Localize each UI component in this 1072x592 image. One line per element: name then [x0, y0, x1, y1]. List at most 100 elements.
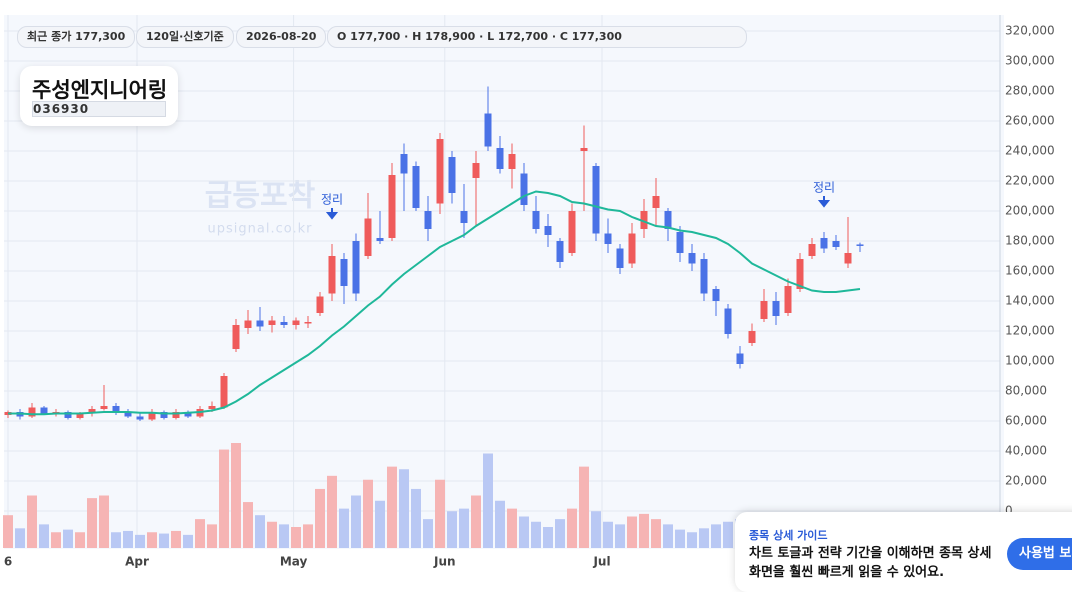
volume-bar	[327, 475, 337, 548]
candle-body	[64, 412, 72, 418]
volume-bar	[579, 466, 589, 548]
volume-bar	[3, 515, 13, 548]
volume-bar	[351, 495, 361, 548]
info-pill: 최근 종가 177,300	[17, 26, 136, 48]
volume-bar	[555, 519, 565, 548]
guide-popup: 종목 상세 가이드 차트 토글과 전략 기간을 이해하면 종목 상세 화면을 훨…	[735, 512, 1072, 592]
y-tick-label: 40,000	[1005, 444, 1047, 458]
y-tick-label: 320,000	[1005, 24, 1055, 38]
annotation: 정리	[813, 181, 835, 195]
candle-body	[712, 289, 720, 301]
candle-body	[388, 175, 396, 238]
candle-body	[352, 241, 360, 294]
candle-body	[316, 296, 324, 313]
volume-bar	[39, 524, 49, 548]
volume-bar	[135, 534, 145, 548]
candle-body	[424, 211, 432, 229]
volume-bar	[159, 533, 169, 548]
candle-body	[580, 148, 588, 151]
volume-bar	[255, 515, 265, 548]
annotation: 정리	[321, 193, 343, 207]
candle-body	[76, 413, 84, 418]
info-pill: O 177,700 · H 178,900 · L 172,700 · C 17…	[327, 26, 747, 48]
volume-bar	[51, 532, 61, 548]
volume-bar	[687, 532, 697, 548]
candle-body	[136, 416, 144, 420]
volume-bar	[723, 521, 733, 548]
candle-body	[808, 244, 816, 256]
candle-body	[220, 376, 228, 408]
volume-bar	[15, 528, 25, 548]
volume-bar	[207, 524, 217, 548]
candle-body	[460, 211, 468, 223]
volume-bar	[423, 519, 433, 548]
x-tick-label: May	[280, 555, 308, 569]
volume-bar	[63, 529, 73, 548]
candle-body	[520, 173, 528, 205]
volume-bar	[183, 534, 193, 548]
volume-bar	[375, 500, 385, 548]
candle-body	[820, 238, 828, 249]
candle-body	[772, 301, 780, 316]
guide-text: 차트 토글과 전략 기간을 이해하면 종목 상세 화면을 훨씬 빠르게 읽을 수…	[749, 546, 992, 580]
volume-bar	[99, 495, 109, 548]
x-tick-label: 6	[4, 555, 12, 569]
candle-body	[508, 154, 516, 169]
candle-body	[292, 320, 300, 325]
candle-body	[304, 322, 312, 324]
candle-body	[628, 233, 636, 264]
y-tick-label: 220,000	[1005, 174, 1055, 188]
volume-bar	[459, 508, 469, 548]
x-tick-label: Apr	[125, 555, 149, 569]
candle-body	[340, 259, 348, 286]
info-pill: 2026-08-20	[236, 26, 327, 48]
candle-body	[616, 248, 624, 268]
stock-code: 036930	[32, 101, 166, 117]
volume-bar	[339, 508, 349, 548]
candle-body	[232, 325, 240, 349]
volume-bar	[27, 495, 37, 548]
candle-body	[724, 308, 732, 334]
volume-bar	[123, 530, 133, 548]
candle-body	[364, 218, 372, 256]
info-pill: 120일·신호기준	[136, 26, 234, 48]
watermark: 급등포착	[205, 179, 316, 214]
candle-body	[664, 211, 672, 229]
annotation-arrow	[325, 208, 339, 220]
candle-body	[88, 409, 96, 414]
candle-body	[124, 412, 132, 417]
volume-bar	[675, 529, 685, 548]
candle-body	[544, 226, 552, 235]
candle-body	[688, 253, 696, 264]
candle-body	[700, 259, 708, 294]
y-tick-label: 300,000	[1005, 54, 1055, 68]
candle-body	[100, 406, 108, 409]
candle-body	[40, 407, 48, 414]
y-tick-label: 140,000	[1005, 294, 1055, 308]
volume-bar	[531, 521, 541, 548]
x-tick-label: Jul	[592, 555, 610, 569]
volume-bar	[111, 532, 121, 548]
volume-bar	[147, 532, 157, 548]
candle-body	[376, 238, 384, 241]
volume-bar	[519, 516, 529, 548]
volume-bar	[399, 469, 409, 548]
volume-bar	[615, 524, 625, 548]
y-tick-label: 20,000	[1005, 474, 1047, 488]
candle-body	[256, 320, 264, 327]
y-tick-label: 280,000	[1005, 84, 1055, 98]
candle-body	[280, 322, 288, 325]
volume-bar	[651, 519, 661, 548]
candle-body	[592, 166, 600, 234]
candle-body	[832, 241, 840, 247]
volume-bar	[279, 524, 289, 548]
candle-body	[556, 241, 564, 262]
candle-body	[760, 301, 768, 319]
candle-body	[28, 407, 36, 417]
volume-bar	[219, 449, 229, 548]
volume-bar	[303, 524, 313, 548]
volume-bar	[267, 521, 277, 548]
y-tick-label: 100,000	[1005, 354, 1055, 368]
guide-button[interactable]: 사용법 보기	[1007, 538, 1072, 570]
candle-body	[796, 259, 804, 289]
